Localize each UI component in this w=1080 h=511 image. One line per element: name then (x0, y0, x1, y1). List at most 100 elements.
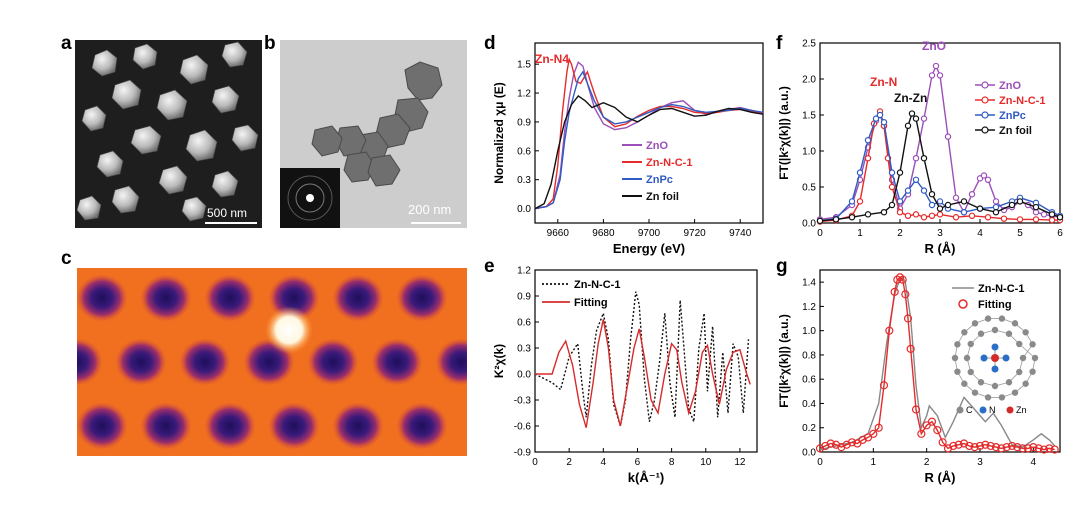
x-tick-label: 4 (1031, 457, 1037, 468)
x-tick-label: 9740 (729, 228, 752, 239)
inset-legend-dot (1006, 406, 1014, 414)
data-point (831, 440, 841, 449)
data-point (888, 201, 896, 209)
y-tick-label: 2.0 (802, 75, 816, 86)
carbon-atom (963, 354, 971, 362)
legend-marker (981, 126, 989, 134)
y-tick-label: 1.2 (517, 89, 531, 100)
y-tick-label: 0.0 (517, 370, 531, 381)
x-tick-label: 0 (532, 457, 538, 468)
data-point (904, 187, 912, 194)
legend-marker (958, 299, 968, 309)
data-point (936, 72, 944, 79)
data-point (936, 198, 944, 205)
series-line-zn-n-c-1 (534, 291, 750, 427)
data-point (872, 115, 880, 122)
heatmap-hole (396, 274, 448, 322)
y-axis-label: FT(|k²χ(k)|) (a.u.) (777, 86, 791, 180)
data-point (968, 190, 976, 198)
data-point (992, 208, 1000, 216)
carbon-atom (1029, 341, 1036, 348)
data-point (1007, 441, 1017, 451)
data-point (880, 118, 888, 126)
data-point (1039, 445, 1049, 454)
data-point (952, 194, 960, 201)
carbon-atom (1011, 389, 1019, 396)
y-tick-label: -0.3 (514, 396, 532, 407)
data-point (903, 314, 913, 323)
carbon-atom (967, 340, 974, 348)
y-tick-label: 0.4 (802, 399, 816, 410)
sem-particles (75, 40, 262, 228)
panel-label-d: d (484, 33, 496, 54)
x-tick-label: 2 (897, 228, 903, 239)
y-tick-label: 0.8 (802, 350, 816, 361)
data-point (1032, 216, 1040, 223)
data-point (1016, 198, 1024, 205)
data-point (986, 441, 995, 451)
data-point (821, 441, 830, 451)
data-point (920, 214, 928, 221)
data-point (1023, 444, 1033, 453)
data-point (911, 405, 921, 414)
y-tick-label: 1.0 (802, 326, 816, 337)
data-point (965, 441, 974, 451)
data-point (984, 214, 992, 221)
data-point (960, 198, 968, 205)
data-point (912, 211, 920, 218)
x-tick-label: 10 (700, 457, 712, 468)
heatmap-hole (435, 338, 467, 386)
data-point (869, 429, 878, 438)
heatmap-hole (77, 274, 128, 322)
data-point (920, 115, 928, 122)
heatmap-hole (204, 402, 256, 450)
data-point (885, 326, 894, 335)
carbon-atom (1022, 380, 1029, 387)
nitrogen-atom (991, 343, 999, 351)
data-point (906, 344, 915, 353)
data-point (1045, 444, 1054, 453)
carbon-atom (1031, 354, 1039, 362)
y-tick-label: 1.4 (802, 278, 816, 289)
legend-marker (981, 96, 989, 104)
data-point (992, 198, 1000, 205)
legend-label: ZnPc (999, 110, 1026, 122)
x-axis-label: R (Å) (924, 241, 955, 256)
data-point (944, 201, 952, 209)
heatmap-hole (77, 402, 128, 450)
carbon-atom (971, 389, 979, 396)
data-point (816, 217, 824, 225)
x-axis-label: Energy (eV) (613, 241, 685, 256)
y-tick-label: 0.9 (517, 117, 531, 128)
data-point (933, 426, 942, 435)
data-point (976, 205, 984, 212)
x-tick-label: 12 (734, 457, 746, 468)
panel-label-a: a (61, 33, 72, 54)
data-point (981, 440, 990, 449)
legend-label: Zn-N-C-1 (978, 283, 1024, 295)
x-tick-label: 6 (1057, 228, 1063, 239)
heatmap-hole (268, 402, 320, 450)
heatmap-hole (307, 338, 359, 386)
y-tick-label: 1.5 (517, 60, 531, 71)
data-point (876, 111, 884, 119)
carbon-atom (991, 382, 999, 390)
legend-label: Zn foil (646, 191, 679, 203)
data-point (896, 208, 904, 216)
data-point (936, 205, 944, 212)
carbon-atom (1029, 368, 1036, 375)
heatmap-hole (396, 402, 448, 450)
carbon-atom (951, 354, 959, 362)
plot-frame (819, 269, 1061, 453)
y-tick-label: 1.0 (802, 147, 816, 158)
data-point (874, 423, 883, 432)
series-line-zn-foil (534, 94, 764, 210)
data-point (980, 172, 988, 179)
data-point (1018, 444, 1027, 453)
carbon-atom (1019, 354, 1027, 362)
series-line-zno (819, 64, 1061, 221)
data-point (1050, 445, 1059, 454)
x-tick-label: 8 (669, 457, 675, 468)
x-tick-label: 5 (1017, 228, 1023, 239)
carbon-atom (1022, 329, 1029, 336)
